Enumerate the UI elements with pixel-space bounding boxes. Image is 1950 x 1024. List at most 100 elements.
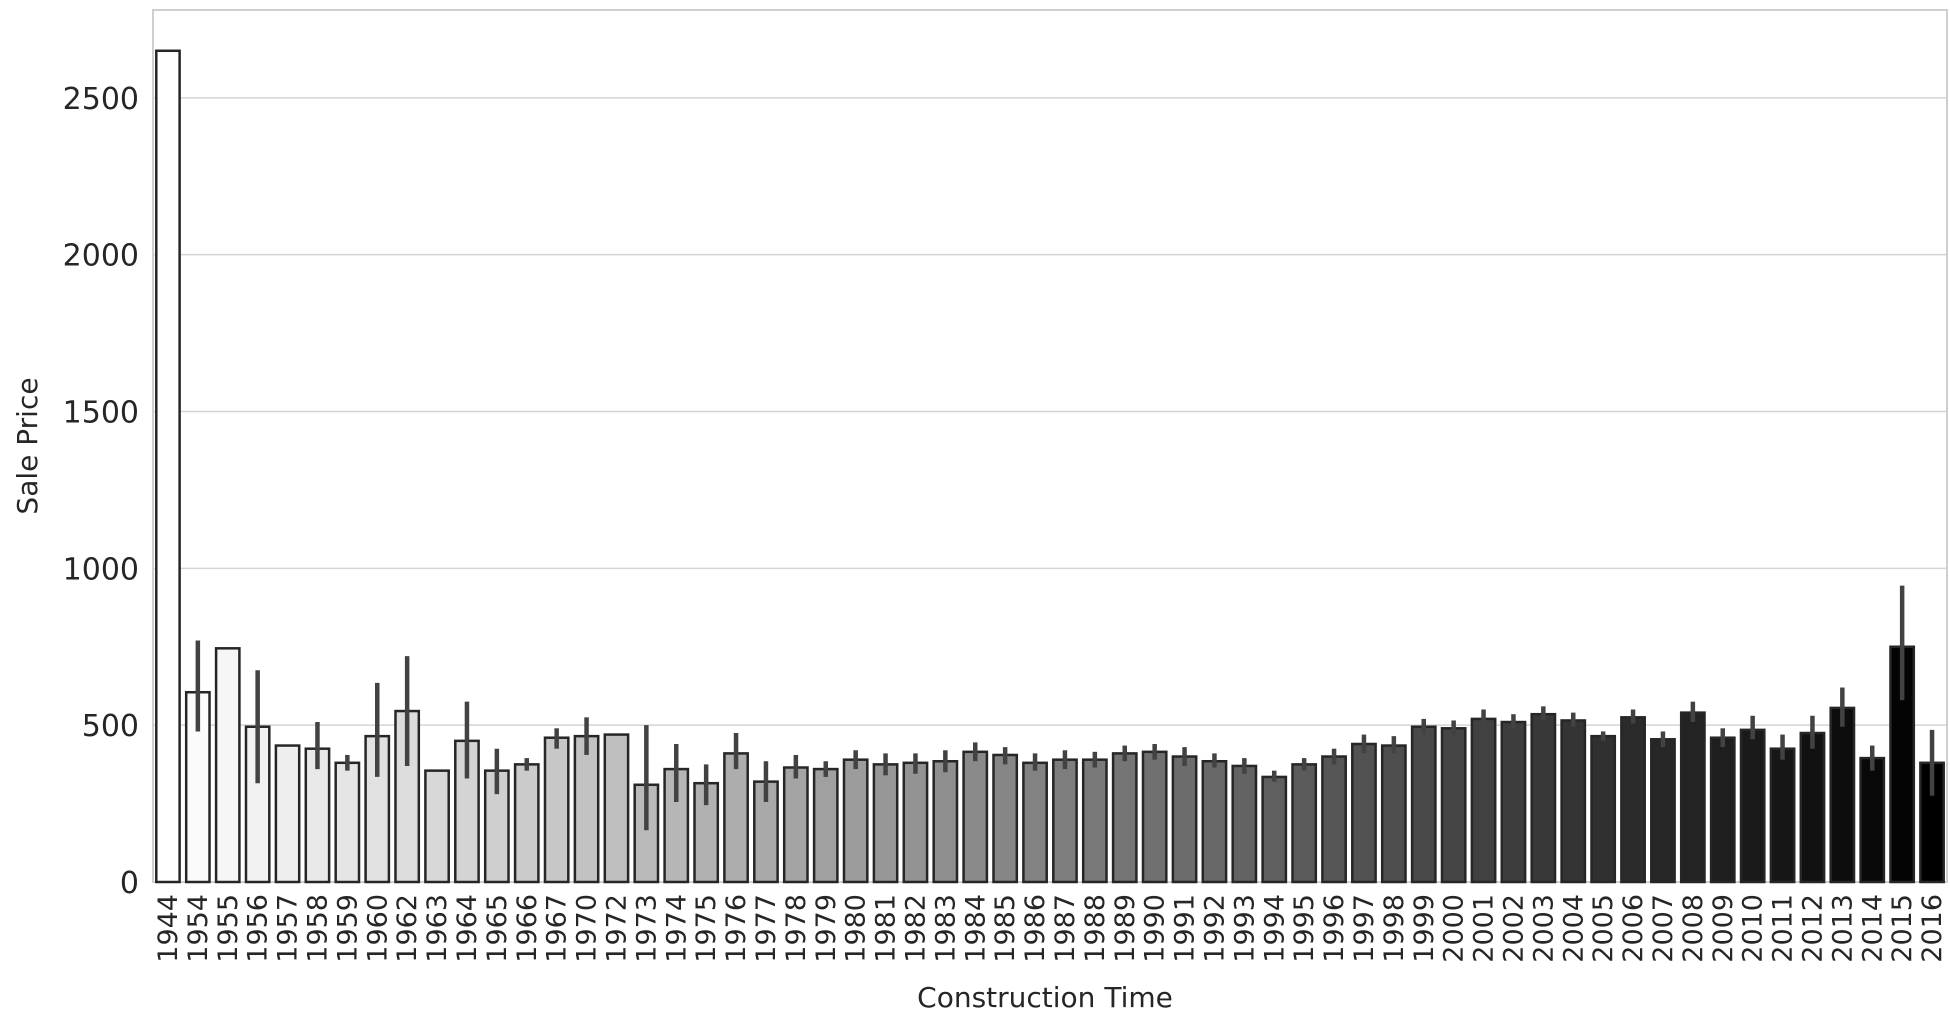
x-tick-label: 2009 — [1708, 894, 1739, 963]
bar — [1261, 775, 1288, 884]
x-tick-label: 1990 — [1140, 894, 1171, 963]
bar — [1201, 759, 1228, 884]
x-tick-label: 1989 — [1110, 894, 1141, 963]
y-tick-label: 1500 — [63, 395, 139, 430]
x-axis-label: Construction Time — [917, 981, 1173, 1014]
x-tick-label: 1963 — [422, 894, 453, 963]
gridlines — [153, 97, 1947, 883]
bar — [334, 761, 361, 884]
bar — [1829, 706, 1856, 884]
x-tick-label: 1994 — [1259, 894, 1290, 963]
x-tick-label: 1960 — [362, 894, 393, 963]
bars — [155, 49, 1945, 884]
x-tick-label: 1998 — [1379, 894, 1410, 963]
x-tick-label: 1962 — [392, 894, 423, 963]
x-tick-label: 1984 — [960, 894, 991, 963]
x-tick-label: 1970 — [572, 894, 603, 963]
x-tick-label: 1977 — [751, 894, 782, 963]
x-tick-label: 1985 — [990, 894, 1021, 963]
bar — [513, 763, 540, 884]
bar — [1081, 758, 1108, 884]
x-tick-label: 1981 — [871, 894, 902, 963]
bar — [424, 769, 450, 884]
bar — [1470, 717, 1497, 884]
y-tick-label: 0 — [120, 866, 139, 901]
bar — [1410, 725, 1437, 884]
x-tick-label: 1972 — [601, 894, 632, 963]
x-tick-labels: 1944195419551956195719581959196019621963… — [153, 894, 1948, 963]
x-tick-label: 1979 — [811, 894, 842, 963]
bar — [274, 744, 301, 884]
bar — [1111, 752, 1138, 884]
x-tick-label: 1978 — [781, 894, 812, 963]
bar — [1291, 763, 1318, 884]
x-tick-label: 1973 — [631, 894, 662, 963]
bar — [812, 767, 839, 884]
x-tick-label: 2007 — [1648, 894, 1679, 963]
bar — [1859, 756, 1886, 884]
x-tick-label: 2016 — [1917, 894, 1948, 963]
bar — [1590, 734, 1617, 884]
x-tick-label: 1996 — [1319, 894, 1350, 963]
bar — [1141, 750, 1168, 884]
x-tick-label: 1999 — [1409, 894, 1440, 963]
bar — [1560, 719, 1587, 884]
x-tick-label: 1954 — [183, 894, 214, 963]
x-tick-label: 2004 — [1558, 894, 1589, 963]
x-tick-label: 1965 — [482, 894, 513, 963]
x-tick-label: 2010 — [1738, 894, 1769, 963]
x-tick-label: 1992 — [1199, 894, 1230, 963]
y-tick-label: 2500 — [63, 82, 139, 117]
x-tick-label: 1964 — [452, 894, 483, 963]
y-tick-label: 2000 — [63, 239, 139, 274]
x-tick-label: 1983 — [930, 894, 961, 963]
bar — [1620, 716, 1646, 884]
x-tick-label: 2011 — [1768, 894, 1799, 963]
x-tick-label: 2001 — [1469, 894, 1500, 963]
bar — [155, 49, 181, 884]
bar — [1171, 755, 1198, 884]
x-tick-label: 1957 — [273, 894, 304, 963]
x-tick-label: 1986 — [1020, 894, 1051, 963]
bar — [1500, 720, 1527, 884]
x-tick-label: 1976 — [721, 894, 752, 963]
x-tick-label: 1987 — [1050, 894, 1081, 963]
x-tick-label: 2006 — [1618, 894, 1649, 963]
x-tick-label: 1955 — [213, 894, 244, 963]
bar — [1321, 755, 1347, 884]
bar — [962, 750, 989, 884]
bar — [1440, 727, 1467, 884]
x-tick-label: 2008 — [1678, 894, 1709, 963]
x-tick-label: 1988 — [1080, 894, 1111, 963]
bar — [1650, 738, 1676, 884]
bar — [902, 761, 929, 884]
bar — [1709, 736, 1736, 884]
y-axis-label: Sale Price — [11, 377, 44, 514]
bar — [1799, 731, 1826, 884]
x-tick-label: 2000 — [1439, 894, 1470, 963]
x-tick-label: 2005 — [1588, 894, 1619, 963]
bar — [872, 763, 899, 884]
error-bars — [195, 585, 1935, 831]
bar — [1530, 712, 1557, 884]
bar — [1380, 744, 1407, 884]
x-tick-label: 1966 — [512, 894, 543, 963]
plot-frame — [152, 9, 1948, 883]
bar — [842, 758, 869, 884]
y-tick-label: 500 — [82, 709, 139, 744]
x-tick-label: 2003 — [1528, 894, 1559, 963]
bar — [1231, 764, 1258, 884]
x-tick-label: 1991 — [1170, 894, 1201, 963]
x-tick-label: 2015 — [1887, 894, 1918, 963]
bar — [1022, 761, 1048, 884]
bar — [573, 734, 600, 884]
x-tick-label: 1995 — [1289, 894, 1320, 963]
x-tick-label: 1944 — [153, 894, 184, 963]
bar — [992, 753, 1019, 884]
x-tick-label: 1993 — [1229, 894, 1260, 963]
y-tick-labels: 0 500 1000 1500 2000 2500 — [63, 82, 139, 901]
x-tick-label: 2014 — [1857, 894, 1888, 963]
bar — [214, 647, 241, 884]
